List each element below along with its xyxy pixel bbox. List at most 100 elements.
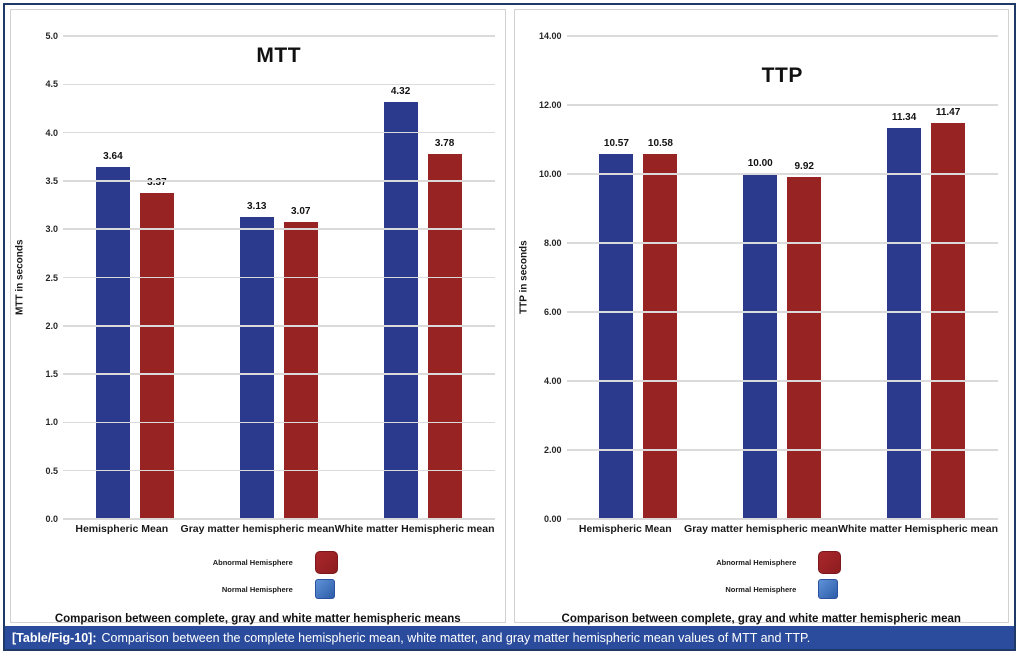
y-tick-label: 4.0 — [45, 127, 58, 138]
bar-group: 3.64 3.37 — [63, 36, 207, 519]
x-category-label: White matter Hemispheric mean — [334, 523, 495, 535]
gridline — [63, 180, 495, 182]
bar-groups: 3.64 3.37 3.13 3.07 4.32 3.78 — [63, 36, 495, 519]
y-tick-label: 3.0 — [45, 224, 58, 235]
bar-groups: 10.57 10.58 10.00 9.92 11.34 11.47 — [567, 36, 999, 519]
y-axis-ticks: 0.0 0.5 1.0 1.5 2.0 2.5 3.0 3.5 4.0 4.5 5.0 — [29, 31, 63, 524]
bar-abnormal: 11.47 — [931, 107, 966, 519]
bar-rect — [239, 216, 274, 519]
bar-normal: 11.34 — [887, 112, 922, 519]
legend-row-normal: Normal Hemisphere — [178, 579, 338, 599]
bar-value-label: 3.64 — [103, 151, 123, 163]
x-category-label: Gray matter hemispheric mean — [684, 523, 839, 535]
bar-value-label: 9.92 — [794, 160, 814, 172]
mtt-y-axis-title: MTT in seconds — [14, 239, 26, 316]
bar-rect — [599, 154, 634, 519]
bar-value-label: 10.00 — [747, 158, 773, 169]
ttp-plot-main: TTP 10.57 10.58 10.00 9.92 11.34 11.47 Hemisp… — [566, 35, 1009, 535]
gridline — [566, 518, 998, 520]
legend-row-normal: Normal Hemisphere — [681, 579, 841, 599]
bar-value-label: 3.37 — [147, 177, 167, 189]
bar-group: 3.13 3.07 — [207, 36, 351, 519]
gridline — [63, 325, 495, 327]
y-tick-label: 3.5 — [45, 175, 58, 186]
bar-value-label: 4.32 — [390, 85, 411, 97]
mtt-x-axis-title: Comparison between complete, gray and wh… — [54, 613, 461, 625]
abnormal-legend-label: Abnormal Hemisphere — [716, 558, 797, 567]
y-tick-label: 4.00 — [543, 376, 562, 386]
mtt-plot-main: MTT 3.64 3.37 3.13 3.07 4.32 3.78 Hemispheric… — [63, 35, 505, 535]
caption-tag: [Table/Fig-10]: — [12, 630, 97, 645]
bar-value-label: 3.13 — [247, 200, 267, 212]
y-tick-label: 0.5 — [45, 465, 58, 476]
bar-rect — [743, 174, 778, 519]
y-tick-label: 8.00 — [543, 238, 562, 248]
bar-rect — [283, 222, 318, 519]
x-category-label: Gray matter hemispheric mean — [180, 523, 335, 535]
bar-value-label: 11.34 — [891, 111, 917, 123]
bar-normal: 4.32 — [383, 86, 418, 519]
bar-normal: 3.64 — [95, 151, 130, 519]
bar-abnormal: 9.92 — [787, 161, 822, 519]
ttp-x-labels: Hemispheric Mean Gray matter hemispheric… — [567, 523, 998, 535]
y-tick-label: 14.00 — [538, 31, 562, 41]
bar-normal: 10.00 — [743, 158, 778, 519]
bar-value-label: 11.47 — [935, 107, 961, 119]
gridline — [566, 449, 998, 451]
x-category-label: White matter Hemispheric mean — [838, 523, 998, 535]
mtt-plot-row: MTT in seconds 0.0 0.5 1.0 1.5 2.0 2.5 3.0 3.5 4… — [11, 10, 505, 535]
abnormal-legend-label: Abnormal Hemisphere — [212, 558, 293, 567]
bar-normal: 3.13 — [239, 201, 274, 519]
gridline — [63, 83, 495, 86]
mtt-x-labels: Hemispheric Mean Gray matter hemispheric… — [63, 523, 495, 535]
abnormal-swatch-icon — [818, 551, 842, 574]
y-tick-label: 1.0 — [45, 417, 58, 428]
y-tick-label: 2.00 — [543, 445, 562, 455]
bar-value-label: 3.78 — [434, 137, 455, 149]
normal-swatch-icon — [314, 579, 335, 599]
gridline — [63, 373, 495, 375]
bar-group: 10.00 9.92 — [710, 36, 854, 519]
bar-group: 4.32 3.78 — [351, 36, 495, 519]
bar-group: 10.57 10.58 — [567, 36, 711, 519]
ttp-chart-panel: TTP in seconds 0.00 2.00 4.00 6.00 8.00 10.00… — [513, 9, 1009, 625]
bar-rect — [643, 154, 678, 519]
gridline — [63, 518, 495, 520]
gridline — [63, 276, 495, 279]
figure-frame: MTT in seconds 0.0 0.5 1.0 1.5 2.0 2.5 3.0 3.5 4… — [3, 3, 1016, 651]
y-tick-label: 0.0 — [45, 514, 58, 524]
gridline — [63, 421, 495, 424]
gridline — [63, 228, 495, 230]
bar-rect — [95, 167, 130, 519]
y-tick-label: 2.5 — [45, 272, 58, 283]
bar-rect — [427, 153, 462, 519]
x-category-label: Hemispheric Mean — [75, 523, 169, 535]
gridline — [63, 131, 495, 134]
normal-legend-label: Normal Hemisphere — [221, 584, 293, 594]
ttp-chart-title: TTP — [761, 64, 803, 87]
caption-text: Comparison between the complete hemisphe… — [101, 630, 811, 645]
ttp-legend: Abnormal Hemisphere Normal Hemisphere — [515, 551, 1009, 599]
normal-legend-label: Normal Hemisphere — [725, 584, 797, 594]
ttp-y-axis-title: TTP in seconds — [518, 240, 529, 315]
gridline — [566, 311, 998, 313]
abnormal-swatch-icon — [314, 551, 338, 574]
bar-abnormal: 3.07 — [283, 206, 318, 519]
bar-rect — [787, 176, 822, 519]
gridline — [63, 469, 495, 472]
y-tick-label: 1.5 — [45, 369, 58, 380]
y-tick-label: 6.00 — [543, 307, 562, 317]
gridline — [566, 380, 998, 382]
gridline — [566, 104, 998, 106]
y-tick-label: 5.0 — [45, 31, 58, 41]
gridline — [566, 242, 998, 244]
normal-swatch-icon — [818, 579, 839, 599]
bar-rect — [383, 101, 418, 519]
gridline — [566, 173, 998, 175]
charts-row: MTT in seconds 0.0 0.5 1.0 1.5 2.0 2.5 3.0 3.5 4… — [5, 5, 1014, 626]
bar-rect — [139, 193, 174, 519]
bar-value-label: 10.58 — [647, 138, 673, 149]
gridline — [63, 35, 495, 37]
ttp-x-axis-title: Comparison between complete, gray and wh… — [561, 613, 961, 625]
